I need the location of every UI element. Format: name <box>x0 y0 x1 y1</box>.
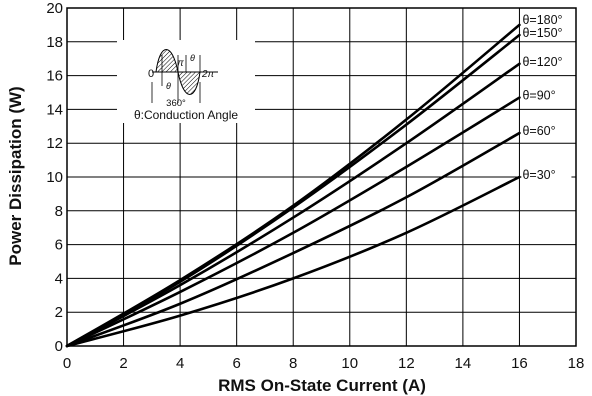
y-tick-label: 10 <box>46 169 63 186</box>
waveform-negative-half <box>177 71 201 95</box>
series-label: θ=30° <box>522 168 555 182</box>
tick-labels: 0 2 4 6 8 10 12 14 16 18 0 2 4 6 8 10 12 14 16 18 20 <box>46 0 584 372</box>
y-tick-label: 16 <box>46 68 63 85</box>
series-label-backdrop <box>521 87 572 103</box>
y-tick-label: 2 <box>55 304 63 321</box>
series-label: θ=120° <box>522 55 562 69</box>
series-label: θ=180° <box>522 13 562 27</box>
series-label-backdrop <box>521 53 572 69</box>
series-label: θ=60° <box>522 124 555 138</box>
label-theta-bottom: θ <box>166 81 171 91</box>
annotation-caption: θ:Conduction Angle <box>134 108 238 122</box>
y-tick-label: 0 <box>55 338 63 355</box>
x-tick-label: 18 <box>568 355 585 372</box>
x-axis-title: RMS On-State Current (A) <box>218 376 426 395</box>
x-tick-label: 12 <box>398 355 415 372</box>
x-tick-label: 16 <box>511 355 528 372</box>
x-tick-label: 8 <box>289 355 297 372</box>
x-tick-label: 14 <box>455 355 472 372</box>
label-zero: 0 <box>148 68 154 80</box>
label-pi: π <box>177 58 184 69</box>
y-tick-label: 8 <box>55 203 63 220</box>
y-tick-label: 14 <box>46 101 63 118</box>
x-tick-label: 10 <box>341 355 358 372</box>
series-label: θ=150° <box>522 26 562 40</box>
series-label-backdrop <box>521 11 572 27</box>
y-tick-label: 12 <box>46 135 63 152</box>
y-tick-label: 18 <box>46 34 63 51</box>
label-theta-top: θ <box>190 53 195 63</box>
series-line <box>65 175 521 348</box>
label-two-pi: 2π <box>201 69 215 80</box>
series-label-backdrop <box>521 167 572 182</box>
x-tick-label: 2 <box>119 355 127 372</box>
series-lines <box>65 23 521 348</box>
series-line <box>65 33 521 348</box>
series-label-backdrop <box>521 123 572 139</box>
series-label-backdrop <box>521 25 572 41</box>
x-tick-label: 4 <box>176 355 184 372</box>
conduction-angle-annotation: 0 π 2π θ θ 360° θ:Conduction Angle <box>117 40 255 123</box>
series-labels: θ=180°θ=150° θ=120° θ=90° θ=60° θ=30° <box>521 11 572 182</box>
y-axis-title: Power Dissipation (W) <box>6 86 25 265</box>
y-tick-label: 20 <box>46 0 63 17</box>
series-line <box>65 131 521 348</box>
y-tick-label: 6 <box>55 237 63 254</box>
series-label: θ=90° <box>522 89 555 103</box>
series-line <box>65 96 521 348</box>
label-360: 360° <box>166 98 186 109</box>
x-tick-label: 0 <box>63 355 71 372</box>
x-tick-label: 6 <box>232 355 240 372</box>
y-tick-label: 4 <box>55 270 63 287</box>
plot-frame <box>66 7 577 347</box>
series-line <box>65 62 521 348</box>
